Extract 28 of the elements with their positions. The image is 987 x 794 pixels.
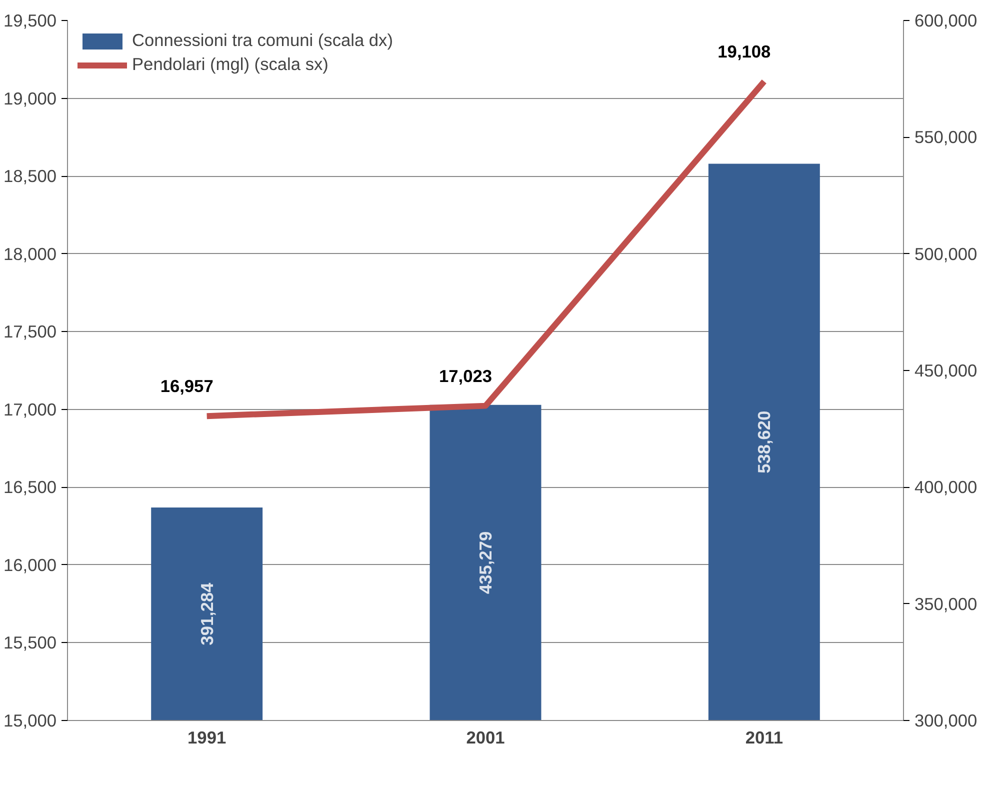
y2-tick-label: 350,000 [914,594,978,614]
y2-tick-label: 500,000 [914,244,978,264]
y-tick-label: 18,000 [4,244,56,264]
data-label: 19,108 [718,41,772,62]
data-label: 17,023 [439,366,492,386]
y2-tick-label: 450,000 [914,360,978,380]
y2-tick-label: 400,000 [914,477,978,498]
y-tick-label: 15,000 [4,710,56,730]
y2-tick-label: 600,000 [914,10,978,30]
legend-label: Connessioni tra comuni (scala dx) [132,30,393,51]
x-tick-label: 1991 [188,728,226,748]
y-tick-label: 19,000 [4,88,56,108]
data-label: 391,284 [196,582,217,646]
data-label: 435,279 [476,531,496,594]
y-tick-label: 18,500 [4,166,56,186]
x-tick-label: 2011 [745,728,784,748]
y-tick-label: 19,500 [4,10,56,30]
data-label: 16,957 [160,376,214,396]
y-tick-label: 17,500 [4,322,56,342]
y-tick-label: 16,500 [4,477,56,498]
x-tick-label: 2001 [466,728,506,748]
y-tick-label: 16,000 [4,554,56,575]
y2-tick-label: 300,000 [914,710,978,730]
y2-tick-label: 550,000 [914,127,978,148]
y-tick-label: 17,000 [4,399,56,420]
y-tick-label: 15,500 [4,632,56,653]
legend-label: Pendolari (mgl) (scala sx) [132,54,328,75]
data-label: 538,620 [754,410,774,474]
